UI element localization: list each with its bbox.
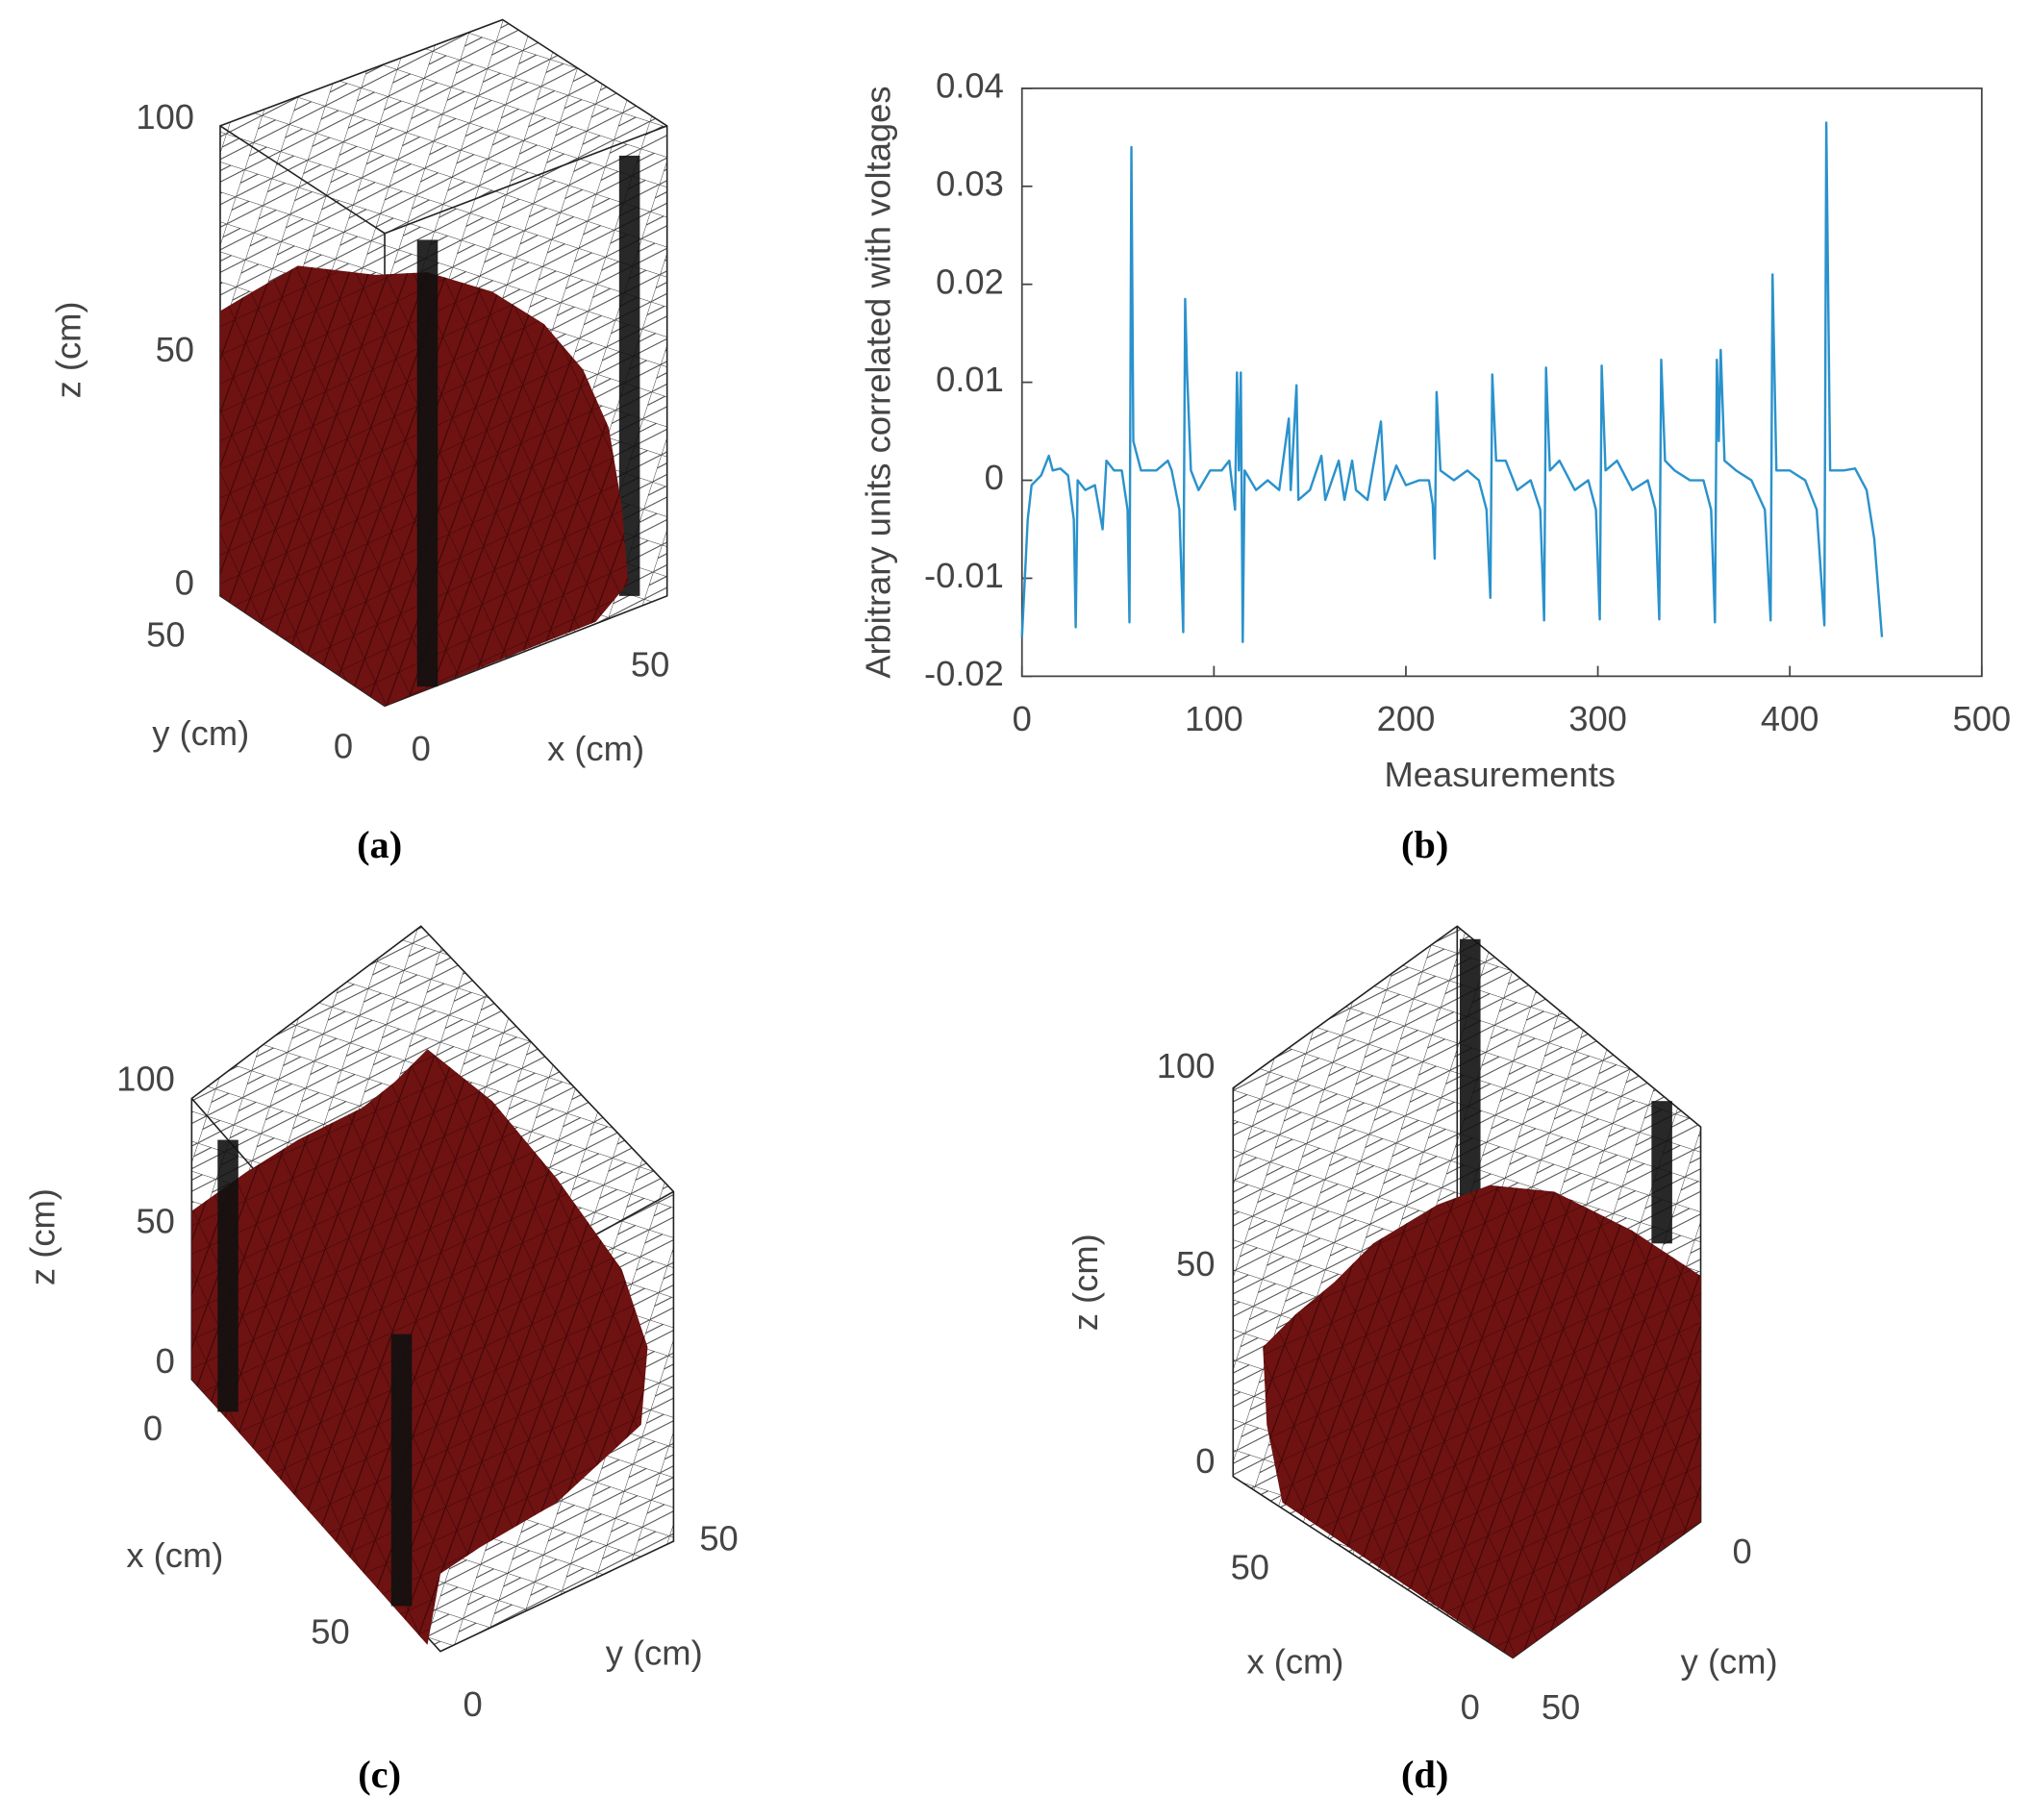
electrode <box>1651 1101 1672 1244</box>
caption: (b) <box>1401 823 1448 866</box>
x-tick-label: 100 <box>1185 699 1243 738</box>
y-tick-label: 50 <box>699 1519 738 1558</box>
y-tick-label: 0.03 <box>936 163 1004 203</box>
x-axis-label: Measurements <box>1385 755 1616 794</box>
y-tick-label: 0 <box>985 458 1004 497</box>
electrode <box>618 155 640 596</box>
x-tick-label: 400 <box>1761 699 1819 738</box>
x-tick-label: 50 <box>1231 1547 1269 1586</box>
data-line <box>1020 121 1884 643</box>
x-tick-label: 300 <box>1568 699 1627 738</box>
z-axis-label: z (cm) <box>23 1188 63 1285</box>
x-tick-label: 0 <box>412 729 431 768</box>
z-tick-label: 0 <box>175 563 194 603</box>
caption: (c) <box>358 1753 401 1796</box>
z-tick-label: 100 <box>1157 1046 1216 1085</box>
y-tick-label: 0.02 <box>936 262 1004 301</box>
electrode <box>217 1139 238 1412</box>
z-axis-label: z (cm) <box>1066 1234 1105 1331</box>
x-tick-label: 0 <box>1461 1687 1480 1727</box>
object-mesh <box>1263 1184 1701 1658</box>
y-tick-label: 50 <box>1542 1687 1580 1727</box>
z-tick-label: 0 <box>156 1341 175 1381</box>
z-tick-label: 50 <box>136 1202 174 1241</box>
panel-b: Arbitrary units correlated with voltages… <box>859 65 2012 865</box>
panel-a: 100 50 0 z (cm) 50 y (cm) 0 0 50 x (cm) … <box>49 18 669 866</box>
x-tick-label: 0 <box>143 1409 163 1448</box>
y-axis-label: Arbitrary units correlated with voltages <box>859 86 898 678</box>
y-tick-label: 50 <box>146 615 185 655</box>
x-tick-label: 200 <box>1377 699 1436 738</box>
panel-c: 100 50 0 z (cm) 0 x (cm) 50 0 y (cm) 50 … <box>23 925 739 1796</box>
y-tick-label: -0.01 <box>924 556 1004 595</box>
panel-d: 100 50 0 z (cm) 50 x (cm) 0 50 y (cm) 0 … <box>1066 925 1778 1796</box>
x-tick-label: 50 <box>311 1612 349 1652</box>
caption: (d) <box>1401 1753 1448 1796</box>
z-tick-label: 50 <box>1176 1244 1215 1284</box>
y-tick-label: 0.01 <box>936 360 1004 399</box>
z-tick-label: 100 <box>136 97 194 137</box>
z-tick-label: 100 <box>116 1060 175 1099</box>
plot-frame <box>1020 87 1983 678</box>
y-tick-label: 0 <box>464 1684 483 1724</box>
z-axis-label: z (cm) <box>49 301 88 398</box>
x-tick-label: 50 <box>631 645 669 685</box>
z-tick-label: 50 <box>156 330 194 369</box>
electrode <box>416 239 439 687</box>
x-axis-label: x (cm) <box>547 729 644 768</box>
y-tick-label: 0 <box>1733 1532 1752 1571</box>
z-tick-label: 0 <box>1195 1441 1215 1481</box>
y-tick-label: 0 <box>334 726 353 765</box>
y-tick-label: -0.02 <box>924 654 1004 693</box>
y-axis-label: y (cm) <box>606 1633 703 1672</box>
y-tick-label: 0.04 <box>936 65 1004 105</box>
y-axis-label: y (cm) <box>1681 1642 1778 1682</box>
y-axis-label: y (cm) <box>152 713 249 753</box>
caption: (a) <box>357 823 402 866</box>
x-tick-label: 500 <box>1952 699 2011 738</box>
x-axis-label: x (cm) <box>126 1535 223 1575</box>
object-mesh <box>191 1049 648 1645</box>
x-tick-label: 0 <box>1013 699 1032 738</box>
electrode <box>390 1334 413 1607</box>
electrode <box>1460 938 1481 1199</box>
x-axis-label: x (cm) <box>1246 1642 1343 1682</box>
